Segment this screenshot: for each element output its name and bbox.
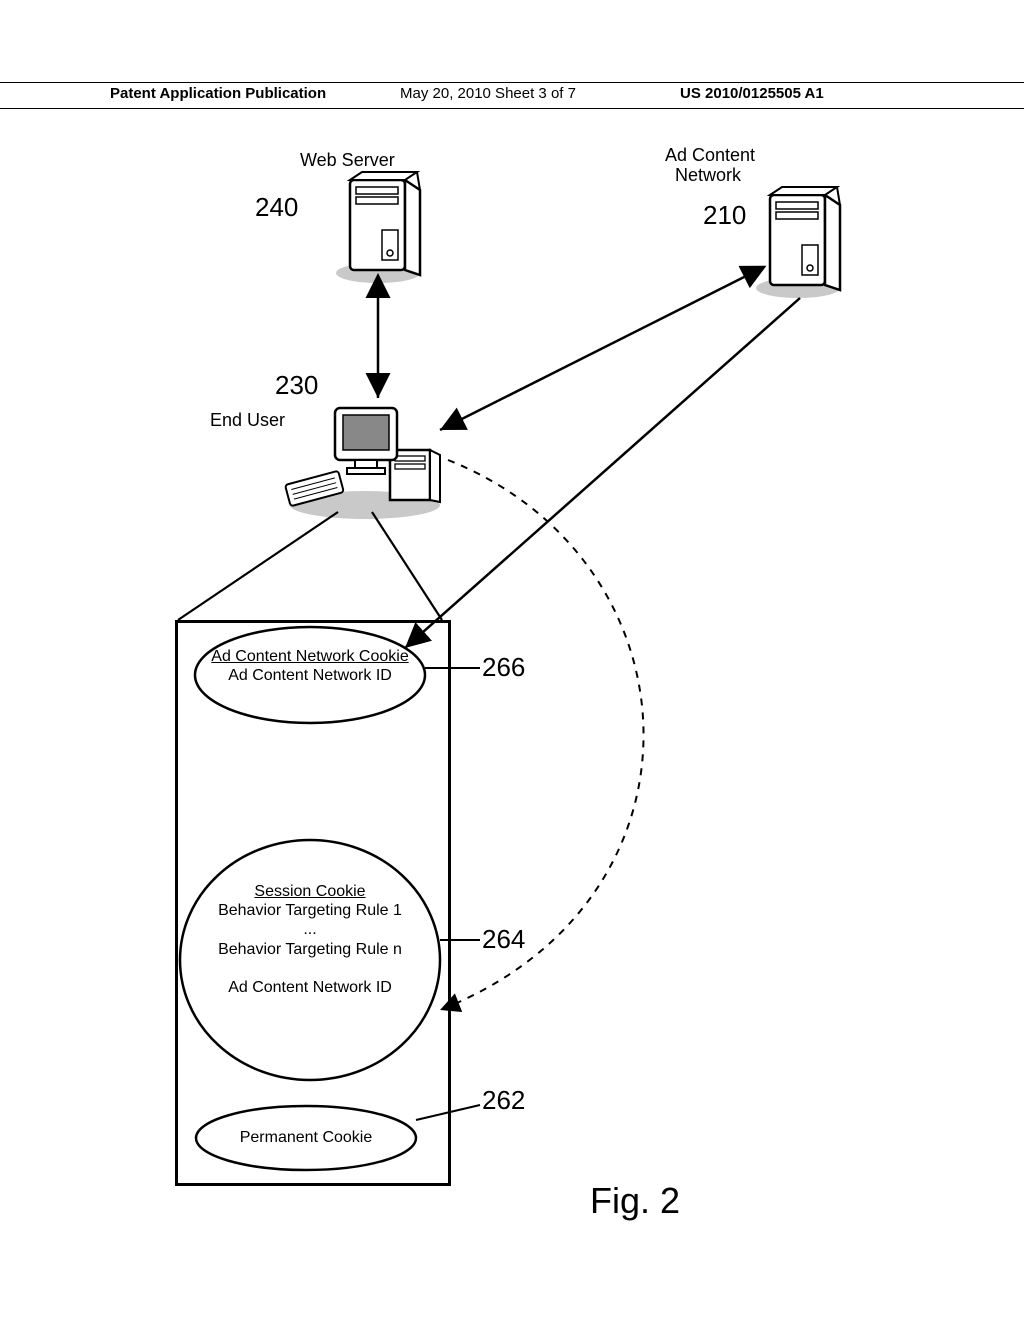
web-server-icon <box>336 170 420 283</box>
cookie-262-label: Permanent Cookie <box>240 1129 373 1146</box>
cookie-266-text: Ad Content Network Cookie Ad Content Net… <box>190 647 430 685</box>
cookie-264-l2: Behavior Targeting Rule n <box>218 941 402 958</box>
cookie-264-l1: ... <box>303 921 316 938</box>
ad-network-label-1: Ad Content <box>665 145 755 166</box>
edge-adnetwork-cookie266 <box>405 298 800 648</box>
cookie-264-title: Session Cookie <box>254 883 365 900</box>
dashed-arc-enduser-session <box>440 460 644 1010</box>
zoom-line-left <box>178 512 338 620</box>
ad-network-icon <box>756 187 840 298</box>
end-user-ref: 230 <box>275 370 318 401</box>
ref-262: 262 <box>482 1085 525 1116</box>
ad-network-ref: 210 <box>703 200 746 231</box>
web-server-label: Web Server <box>300 150 395 171</box>
page: Patent Application Publication May 20, 2… <box>0 0 1024 1320</box>
web-server-ref: 240 <box>255 192 298 223</box>
ref-264: 264 <box>482 924 525 955</box>
ref-266: 266 <box>482 652 525 683</box>
cookie-262-text: Permanent Cookie <box>186 1128 426 1147</box>
cookie-264-text: Session Cookie Behavior Targeting Rule 1… <box>190 882 430 997</box>
ad-network-label-2: Network <box>675 165 741 186</box>
end-user-label: End User <box>210 410 285 431</box>
zoom-line-right <box>372 512 442 620</box>
edge-adnetwork-enduser <box>440 268 762 430</box>
cookie-266-line1: Ad Content Network ID <box>228 667 392 684</box>
cookie-266-title: Ad Content Network Cookie <box>211 648 408 665</box>
end-user-icon <box>285 408 440 519</box>
cookie-264-l4: Ad Content Network ID <box>228 979 392 996</box>
figure-label: Fig. 2 <box>590 1180 680 1222</box>
cookie-264-l0: Behavior Targeting Rule 1 <box>218 902 402 919</box>
